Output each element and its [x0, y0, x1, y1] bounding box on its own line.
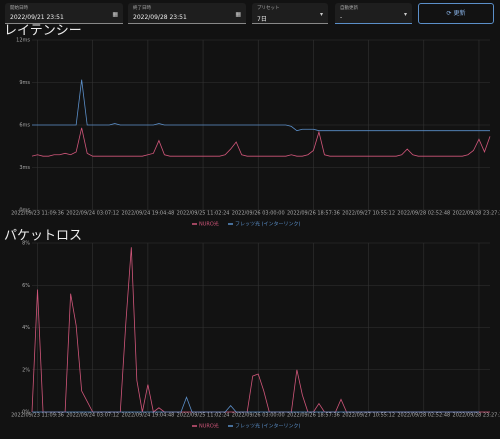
x-tick-label: 2022/09/25 11:02:24	[177, 211, 230, 217]
x-tick-label: 2022/09/26 18:57:36	[287, 211, 340, 217]
start-label: 開始日時	[10, 6, 28, 11]
x-tick-label: 2022/09/28 23:27:36	[453, 211, 500, 217]
y-tick-label: 0%	[22, 410, 30, 416]
y-tick-label: 6ms	[19, 123, 30, 129]
x-tick-label: 2022/09/28 02:52:48	[397, 413, 450, 419]
calendar-icon: ▦	[235, 11, 241, 18]
y-tick-label: 12ms	[16, 38, 30, 44]
series-line	[31, 127, 491, 157]
start-value: 2022/09/21 23:51	[10, 14, 64, 21]
legend-label: フレッツ光 (インターリンク)	[235, 221, 301, 228]
legend-label: NURO光	[199, 423, 219, 430]
refresh-label: 更新	[453, 10, 466, 17]
auto-refresh-label: 自動更新	[340, 6, 358, 11]
chart-title: パケットロス	[4, 229, 82, 244]
legend-label: NURO光	[199, 221, 219, 228]
end-value: 2022/09/28 23:51	[133, 14, 187, 21]
x-tick-label: 2022/09/25 11:02:24	[177, 413, 230, 419]
start-input[interactable]: 開始日時 2022/09/21 23:51 ▦	[5, 3, 123, 24]
calendar-icon: ▦	[112, 11, 118, 18]
x-tick-label: 2022/09/28 02:52:48	[397, 211, 450, 217]
y-tick-label: 8%	[22, 241, 30, 247]
series-line	[31, 247, 490, 413]
series-line	[32, 396, 479, 413]
preset-label: プリセット	[257, 6, 280, 11]
x-tick-label: 2022/09/27 10:55:12	[342, 413, 395, 419]
auto-refresh-select[interactable]: 自動更新 - ▾	[335, 3, 412, 24]
end-input[interactable]: 終了日時 2022/09/28 23:51 ▦	[128, 3, 246, 24]
y-tick-label: 6%	[22, 283, 30, 289]
legend-label: フレッツ光 (インターリンク)	[235, 423, 301, 430]
x-tick-label: 2022/09/28 23:27:36	[453, 413, 500, 419]
auto-refresh-value: -	[340, 14, 343, 21]
x-tick-label: 2022/09/26 18:57:36	[287, 413, 340, 419]
x-tick-label: 2022/09/26 03:00:00	[232, 211, 285, 217]
y-tick-label: 3ms	[19, 165, 30, 171]
x-tick-label: 2022/09/24 03:07:12	[66, 413, 119, 419]
series-line	[32, 79, 490, 132]
y-tick-label: 9ms	[19, 80, 30, 86]
dropdown-icon: ▾	[319, 11, 323, 18]
y-tick-label: 4%	[22, 325, 30, 331]
dropdown-icon: ▾	[403, 11, 407, 18]
x-tick-label: 2022/09/26 03:00:00	[232, 413, 285, 419]
x-tick-label: 2022/09/24 03:07:12	[66, 211, 119, 217]
preset-value: 7日	[257, 16, 267, 23]
x-tick-label: 2022/09/23 11:09:36	[11, 413, 64, 419]
chart-title: レイテンシー	[4, 24, 82, 39]
y-tick-label: 0ms	[19, 208, 30, 214]
end-label: 終了日時	[133, 6, 151, 11]
x-tick-label: 2022/09/24 19:04:48	[121, 211, 174, 217]
x-tick-label: 2022/09/23 11:09:36	[11, 211, 64, 217]
x-tick-label: 2022/09/24 19:04:48	[121, 413, 174, 419]
x-tick-label: 2022/09/27 10:55:12	[342, 211, 395, 217]
y-tick-label: 2%	[22, 367, 30, 373]
preset-select[interactable]: プリセット 7日 ▾	[252, 3, 328, 24]
refresh-button[interactable]: ⟳ 更新	[418, 3, 494, 24]
